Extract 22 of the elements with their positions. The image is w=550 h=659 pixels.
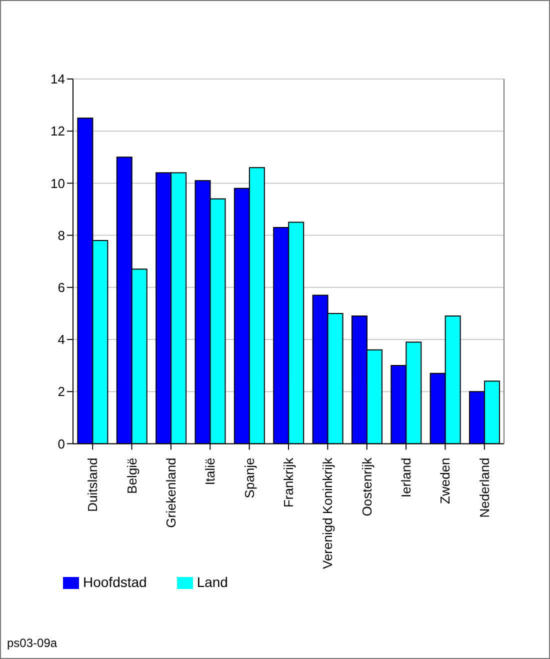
legend-label: Land (196, 574, 228, 590)
x-tick-label: Ierland (398, 458, 414, 498)
x-tick-label: Verenigd Koninkrijk (320, 457, 336, 569)
x-tick-label: België (124, 458, 140, 494)
legend-label: Hoofdstad (83, 574, 147, 590)
x-tick-label: Italië (202, 458, 218, 486)
x-tick-label: Frankrijk (281, 457, 296, 508)
x-tick-label: Oostenrijk (359, 457, 374, 516)
y-tick-label: 4 (58, 332, 65, 348)
x-tick-label: Zweden (438, 458, 453, 504)
x-tick-label: Duitsland (85, 458, 100, 512)
x-tick-label: Spanje (242, 458, 257, 498)
text: ps03-09a (7, 636, 58, 650)
x-tick-label: Griekenland (163, 458, 178, 528)
y-tick-label: 0 (58, 436, 65, 452)
y-tick-label: 2 (58, 384, 65, 400)
x-tick-label: Nederland (476, 458, 492, 518)
y-tick-label: 12 (50, 124, 65, 139)
y-tick-label: 10 (50, 176, 65, 191)
y-tick-label: 6 (58, 280, 65, 296)
y-tick-label: 14 (50, 72, 65, 87)
y-tick-label: 8 (58, 228, 65, 243)
